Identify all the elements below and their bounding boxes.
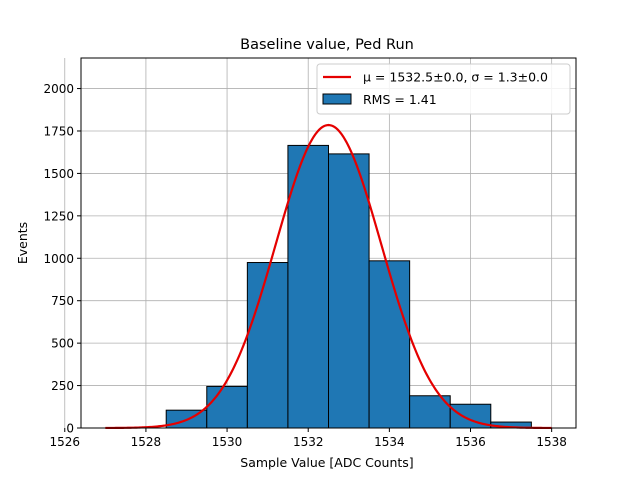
x-axis-label: Sample Value [ADC Counts] [240,455,413,470]
x-tick-label: 1534 [374,435,405,449]
y-tick-label: 250 [51,379,74,393]
legend-hist-label: RMS = 1.41 [363,92,437,107]
x-tick-label: 1532 [293,435,324,449]
y-tick-label: 750 [51,294,74,308]
plot-frame [80,57,577,429]
y-tick-label: 1250 [43,209,74,223]
gaussian-fit-curve [105,123,552,430]
legend-box [316,63,571,115]
x-tick-label: 1536 [455,435,486,449]
y-axis-label: Events [15,222,30,264]
histogram-bar [368,260,411,429]
x-tick-label: 1526 [49,435,80,449]
histogram-bar [287,144,330,429]
x-tick-label: 1530 [212,435,243,449]
chart-title: Baseline value, Ped Run [240,37,414,53]
x-tick-label: 1528 [131,435,162,449]
y-tick-label: 1500 [43,167,74,181]
y-tick-label: 1000 [43,252,74,266]
histogram-bars [165,144,532,429]
histogram-bar [328,153,370,429]
legend-hist-swatch [322,93,352,105]
y-tick-label: 0 [66,422,74,436]
legend: μ = 1532.5±0.0, σ = 1.3±0.0 RMS = 1.41 [316,63,571,115]
x-axis-ticks: 1526 1528 1530 1532 1534 1536 1538 [49,428,567,449]
legend-fit-label: μ = 1532.5±0.0, σ = 1.3±0.0 [363,70,548,85]
y-tick-label: 2000 [43,82,74,96]
histogram-bar [246,262,289,429]
y-tick-label: 1750 [43,124,74,138]
x-tick-label: 1538 [536,435,567,449]
y-axis-ticks: 0 250 500 750 1000 1250 1500 1750 2000 [43,82,81,436]
y-tick-label: 500 [51,337,74,351]
histogram-bar [206,385,248,429]
